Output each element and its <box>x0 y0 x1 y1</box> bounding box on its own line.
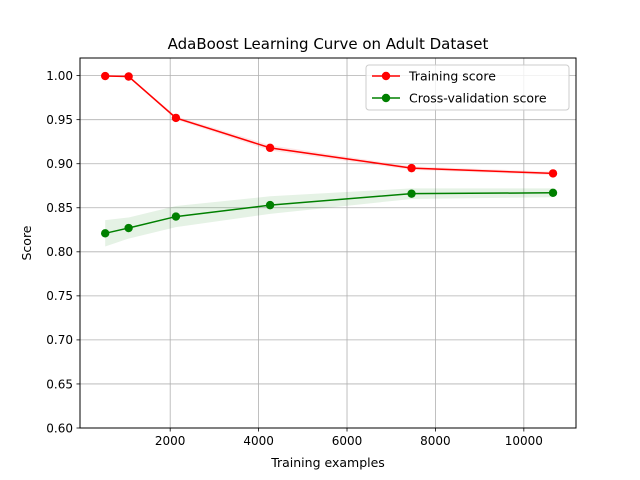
y-axis-label: Score <box>19 225 34 260</box>
legend-label-training: Training score <box>408 69 496 84</box>
legend-marker-cross-validation <box>381 93 391 103</box>
cross-validation-score-std-band <box>105 188 554 247</box>
y-tick-label: 0.75 <box>46 289 73 303</box>
training-score-point <box>124 72 133 81</box>
x-tick-label: 10000 <box>505 434 543 448</box>
legend-box <box>365 64 570 111</box>
cross-validation-score-point <box>124 223 133 233</box>
cross-validation-score-point <box>265 200 275 210</box>
training-score-point <box>100 71 110 81</box>
training-score-point <box>548 169 558 178</box>
y-tick-label: 0.60 <box>46 421 73 435</box>
x-tick-label: 2000 <box>155 434 186 448</box>
legend-label-cross-validation: Cross-validation score <box>409 91 547 106</box>
training-score-point <box>265 143 275 153</box>
legend: Training score Cross-validation score <box>365 64 570 111</box>
y-tick-label: 0.85 <box>46 201 73 215</box>
x-tick-label: 8000 <box>420 434 451 448</box>
y-tick-label: 1.00 <box>46 69 73 83</box>
training-score-point <box>171 113 181 123</box>
cross-validation-score-point <box>548 188 558 197</box>
x-tick-label: 6000 <box>332 434 363 448</box>
training-score-point <box>407 163 416 173</box>
y-tick-label: 0.95 <box>46 113 73 127</box>
chart-title: AdaBoost Learning Curve on Adult Dataset <box>168 35 489 53</box>
x-axis-ticks: 2000 4000 6000 8000 10000 <box>155 428 543 448</box>
y-tick-label: 0.90 <box>46 157 73 171</box>
axes-frame <box>79 57 577 429</box>
y-tick-label: 0.65 <box>46 377 73 391</box>
y-tick-label: 0.70 <box>46 333 73 347</box>
cross-validation-score-point <box>171 212 181 221</box>
cross-validation-score-point <box>100 229 110 238</box>
legend-marker-training <box>381 71 391 81</box>
y-axis-ticks: 0.60 0.65 0.70 0.75 0.80 0.85 0.90 0.95 1.00 <box>46 69 80 435</box>
series-markers <box>100 71 558 238</box>
plot-area <box>80 58 576 428</box>
cross-validation-score-point <box>407 189 416 198</box>
std-bands <box>105 75 554 247</box>
training-score-std-band <box>105 75 554 176</box>
x-axis-label: Training examples <box>270 455 385 470</box>
grid-lines <box>80 58 576 429</box>
y-tick-label: 0.80 <box>46 245 73 259</box>
x-tick-label: 4000 <box>243 434 274 448</box>
